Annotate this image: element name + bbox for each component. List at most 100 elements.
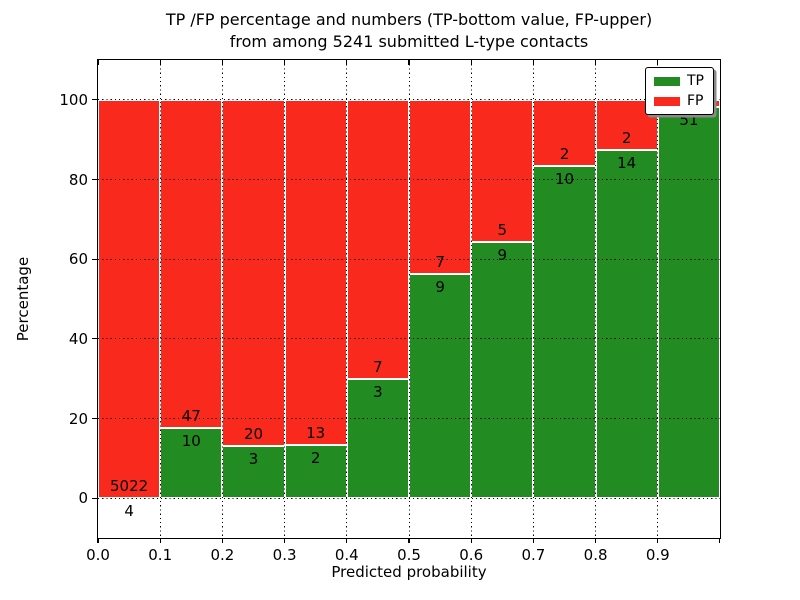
fp-count-label: 2 bbox=[559, 145, 570, 164]
v-gridline bbox=[532, 60, 534, 538]
chart-title: TP /FP percentage and numbers (TP-bottom… bbox=[98, 9, 720, 53]
x-tick-mark bbox=[97, 538, 99, 543]
x-tick-mark-top bbox=[657, 60, 659, 65]
x-tick-label: 0.5 bbox=[397, 546, 421, 564]
fp-count-label: 7 bbox=[373, 357, 383, 376]
h-gridline bbox=[98, 99, 720, 101]
bar-segment-fp bbox=[346, 99, 409, 379]
bar-segment-tp bbox=[471, 242, 534, 499]
bar-segment-fp bbox=[222, 99, 285, 447]
bar-segment-tp bbox=[284, 445, 347, 499]
bar-segment-fp bbox=[471, 99, 534, 243]
x-tick-label: 0.9 bbox=[645, 546, 670, 564]
x-tick-mark bbox=[595, 538, 597, 543]
h-gridline bbox=[98, 418, 720, 419]
x-tick-mark-top bbox=[346, 60, 348, 65]
y-axis-label: Percentage bbox=[14, 256, 32, 342]
x-tick-label: 0.1 bbox=[148, 546, 173, 564]
x-tick-mark-top bbox=[159, 60, 161, 65]
tp-count-label: 14 bbox=[617, 153, 637, 172]
x-tick-mark-top bbox=[97, 60, 99, 65]
x-tick-mark bbox=[284, 538, 286, 543]
bar-segment-tp bbox=[533, 166, 596, 499]
x-tick-mark-top bbox=[284, 60, 286, 65]
y-tick-mark bbox=[92, 338, 98, 340]
tp-count-label: 2 bbox=[310, 449, 321, 468]
x-tick-mark-top bbox=[595, 60, 597, 65]
tp-count-label: 9 bbox=[497, 246, 508, 265]
tp-swatch-icon bbox=[654, 76, 680, 86]
legend-label-tp: TP bbox=[687, 73, 704, 89]
fp-count-label: 5 bbox=[497, 221, 508, 240]
y-tick-mark bbox=[92, 258, 98, 260]
x-tick-label: 0.7 bbox=[521, 546, 546, 564]
tp-count-label: 51 bbox=[679, 111, 699, 130]
x-tick-mark bbox=[657, 538, 659, 543]
tp-count-label: 3 bbox=[248, 450, 259, 469]
tp-count-label: 3 bbox=[373, 382, 383, 401]
fp-count-label: 2 bbox=[621, 128, 632, 147]
bar-segment-tp bbox=[657, 107, 720, 499]
x-tick-label: 0.6 bbox=[459, 546, 484, 564]
x-tick-mark bbox=[408, 538, 410, 543]
y-tick-mark bbox=[92, 497, 98, 499]
x-axis-label: Predicted probability bbox=[331, 563, 487, 581]
bar-segment-tp bbox=[595, 149, 658, 499]
x-tick-label: 0.3 bbox=[272, 546, 297, 564]
x-tick-mark bbox=[470, 538, 472, 543]
h-gridline bbox=[98, 338, 720, 340]
x-tick-mark-top bbox=[408, 60, 410, 65]
h-gridline bbox=[98, 179, 720, 180]
x-tick-mark bbox=[346, 538, 348, 543]
legend: TP FP bbox=[645, 67, 714, 115]
x-tick-mark bbox=[719, 538, 721, 543]
tp-count-label: 4 bbox=[124, 501, 134, 520]
y-tick-label: 80 bbox=[68, 170, 88, 189]
x-tick-mark-top bbox=[470, 60, 472, 65]
bar-segment-fp bbox=[409, 99, 472, 275]
v-gridline bbox=[657, 60, 659, 538]
y-tick-label: 40 bbox=[68, 329, 88, 348]
y-tick-label: 100 bbox=[59, 90, 88, 109]
fp-count-label: 20 bbox=[243, 425, 264, 444]
bar-segment-tp bbox=[222, 446, 285, 499]
legend-entry-fp: FP bbox=[654, 94, 704, 108]
x-tick-label: 0.4 bbox=[334, 546, 359, 564]
bar-segment-fp bbox=[98, 99, 161, 498]
y-tick-mark bbox=[92, 178, 98, 181]
y-tick-label: 20 bbox=[68, 409, 88, 428]
x-tick-label: 0.2 bbox=[210, 546, 235, 564]
bar-segment-tp bbox=[346, 378, 409, 499]
bar-segment-fp bbox=[160, 99, 223, 429]
fp-count-label: 47 bbox=[181, 407, 201, 426]
x-tick-label: 0.0 bbox=[86, 546, 110, 564]
tp-count-label: 10 bbox=[181, 432, 201, 451]
bar-segment-tp bbox=[409, 274, 472, 499]
fp-count-label: 5022 bbox=[110, 476, 149, 495]
fp-swatch-icon bbox=[654, 96, 680, 106]
x-tick-mark bbox=[159, 538, 161, 543]
bar-segment-fp bbox=[533, 99, 596, 167]
h-gridline bbox=[98, 497, 720, 499]
v-gridline bbox=[408, 60, 410, 538]
tp-count-label: 10 bbox=[554, 170, 575, 189]
v-gridline bbox=[284, 60, 286, 538]
h-gridline bbox=[98, 258, 720, 260]
y-tick-label: 60 bbox=[68, 250, 88, 269]
y-tick-mark bbox=[92, 99, 98, 101]
x-tick-mark bbox=[221, 538, 223, 543]
legend-label-fp: FP bbox=[687, 93, 704, 109]
chart-title-line1: TP /FP percentage and numbers (TP-bottom… bbox=[165, 10, 653, 29]
v-gridline bbox=[346, 60, 348, 538]
tp-count-label: 9 bbox=[435, 278, 445, 297]
x-tick-mark-top bbox=[532, 60, 534, 65]
v-gridline bbox=[221, 60, 223, 538]
legend-entry-tp: TP bbox=[654, 74, 704, 88]
fp-count-label: 7 bbox=[435, 253, 445, 272]
plot-area: 5022 4 47 10 20 3 13 2 7 3 7 9 5 9 2 10 2 14 51 0.0 0.1 0.2 0.… bbox=[59, 59, 721, 564]
x-tick-mark bbox=[532, 538, 534, 543]
x-tick-mark-top bbox=[221, 60, 223, 65]
v-gridline bbox=[470, 60, 472, 538]
fp-count-label: 13 bbox=[306, 424, 326, 443]
